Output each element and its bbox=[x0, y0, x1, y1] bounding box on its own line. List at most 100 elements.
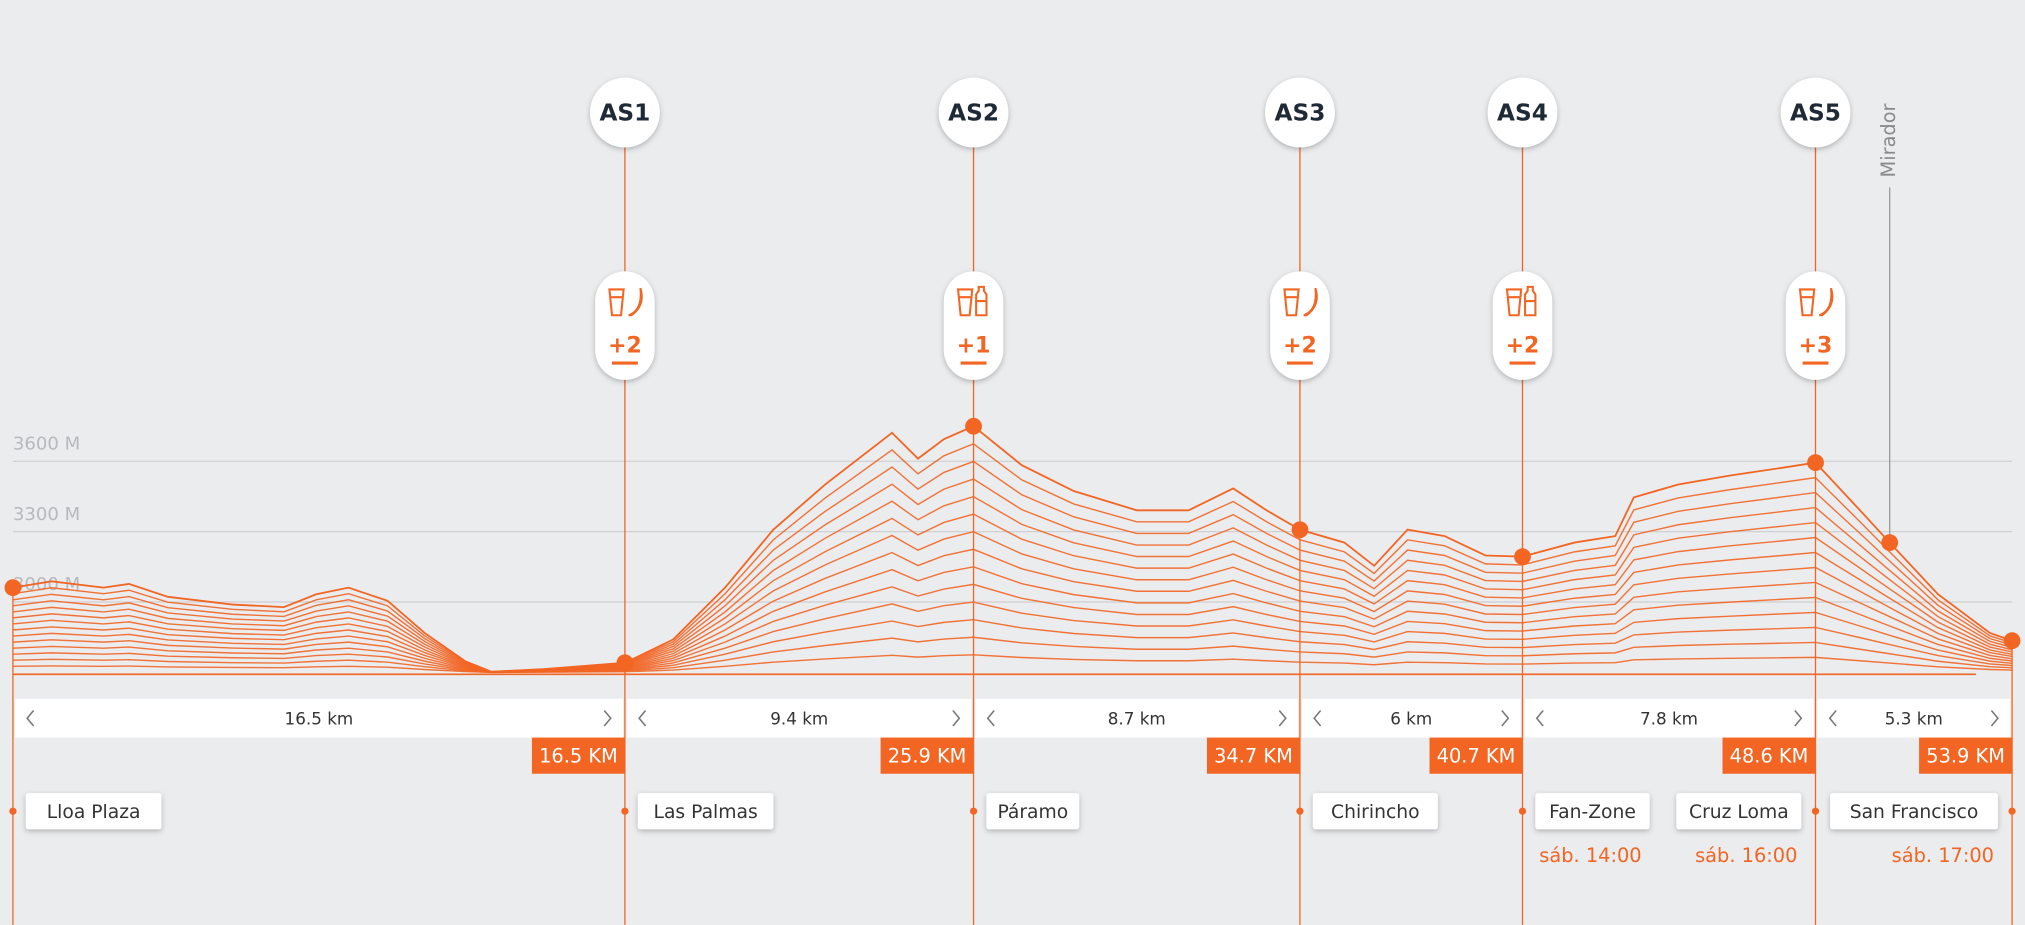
km-label: 40.7 KM bbox=[1437, 744, 1516, 767]
place-box bbox=[637, 793, 774, 830]
station-badge bbox=[1780, 77, 1851, 148]
contour-line bbox=[12, 548, 2013, 673]
contour-line bbox=[12, 478, 2013, 673]
segment-bar bbox=[975, 698, 1299, 738]
station-name: AS4 bbox=[1497, 99, 1548, 126]
banana-icon bbox=[628, 287, 643, 317]
place-time: sáb. 16:00 bbox=[1695, 844, 1797, 867]
segment-next[interactable] bbox=[1501, 709, 1510, 727]
profile-dot bbox=[965, 417, 982, 435]
contour-line bbox=[12, 583, 2013, 673]
profile-dot bbox=[1514, 548, 1531, 566]
place-dot bbox=[621, 807, 629, 815]
place-name: San Francisco bbox=[1850, 802, 1979, 823]
segment-next[interactable] bbox=[1794, 709, 1803, 727]
place-box bbox=[1312, 793, 1438, 830]
segment-bar bbox=[1524, 698, 1814, 738]
km-label: 48.6 KM bbox=[1730, 744, 1809, 767]
profile-dot bbox=[4, 579, 22, 597]
y-tick-label: 3600 M bbox=[13, 433, 80, 454]
segment-distance: 6 km bbox=[1390, 708, 1432, 728]
segment-bar bbox=[626, 698, 972, 738]
place-name: Lloa Plaza bbox=[47, 802, 141, 823]
km-label: 25.9 KM bbox=[888, 744, 967, 767]
cup-icon bbox=[956, 288, 974, 317]
place-box bbox=[1535, 793, 1650, 830]
station-badge bbox=[1487, 77, 1558, 148]
km-box bbox=[531, 737, 625, 774]
profile-line bbox=[12, 425, 2013, 673]
place-dot bbox=[1518, 807, 1527, 815]
place-time: sáb. 17:00 bbox=[1892, 844, 1994, 867]
station-name: AS1 bbox=[599, 99, 650, 126]
mirador-label: Mirador bbox=[1877, 103, 1900, 177]
cup-icon bbox=[1505, 288, 1523, 317]
place-time: sáb. 14:00 bbox=[1539, 844, 1641, 867]
segment-next[interactable] bbox=[1278, 709, 1287, 727]
segment-next[interactable] bbox=[603, 709, 612, 727]
profile-dot bbox=[1807, 454, 1824, 472]
segment-next[interactable] bbox=[1990, 709, 1999, 727]
segment-distance: 5.3 km bbox=[1885, 708, 1943, 728]
supply-icon bbox=[1505, 285, 1537, 317]
cup-icon bbox=[608, 288, 625, 317]
contour-line bbox=[12, 442, 2013, 673]
segment-distance: 7.8 km bbox=[1640, 708, 1698, 728]
segment-bar bbox=[14, 698, 623, 738]
place-dot bbox=[2008, 807, 2016, 815]
km-box bbox=[1429, 737, 1523, 774]
banana-icon bbox=[1818, 287, 1834, 317]
segment-prev[interactable] bbox=[1535, 709, 1544, 727]
place-box bbox=[25, 793, 162, 830]
supply-count: +2 bbox=[1283, 333, 1317, 358]
supply-count: +3 bbox=[1799, 333, 1833, 358]
segment-bar bbox=[1301, 698, 1521, 738]
place-dot bbox=[969, 807, 978, 815]
contour-line bbox=[12, 513, 2013, 673]
place-dot bbox=[1811, 807, 1820, 815]
segment-distance: 8.7 km bbox=[1108, 708, 1166, 728]
supply-count: +2 bbox=[1506, 333, 1540, 358]
km-label: 16.5 KM bbox=[539, 744, 618, 767]
supply-count: +1 bbox=[957, 333, 991, 358]
place-dot bbox=[1296, 807, 1304, 815]
profile-dot bbox=[1881, 534, 1899, 552]
place-name: Cruz Loma bbox=[1689, 802, 1789, 823]
segment-prev[interactable] bbox=[986, 709, 995, 727]
station-badge bbox=[590, 77, 660, 148]
banana-icon bbox=[1303, 287, 1318, 317]
cup-icon bbox=[1798, 288, 1816, 317]
contour-line bbox=[12, 495, 2013, 673]
place-name: Páramo bbox=[997, 802, 1068, 823]
station-badge bbox=[1265, 77, 1335, 148]
km-label: 53.9 KM bbox=[1926, 744, 2005, 767]
station-badge bbox=[938, 77, 1009, 148]
segment-prev[interactable] bbox=[26, 709, 35, 727]
km-box bbox=[1206, 737, 1300, 774]
place-name: Las Palmas bbox=[654, 802, 758, 823]
cup-icon bbox=[1283, 288, 1300, 317]
supply-icon bbox=[956, 285, 988, 317]
profile-dot bbox=[1291, 521, 1309, 539]
contour-line bbox=[12, 636, 2013, 673]
place-box bbox=[986, 793, 1080, 830]
place-box bbox=[1676, 793, 1802, 830]
supply-count: +2 bbox=[608, 333, 642, 358]
place-name: Fan-Zone bbox=[1549, 802, 1636, 823]
segment-next[interactable] bbox=[952, 709, 961, 727]
profile-dot bbox=[2003, 632, 2021, 650]
segment-distance: 16.5 km bbox=[285, 708, 354, 728]
segment-prev[interactable] bbox=[638, 709, 647, 727]
segment-distance: 9.4 km bbox=[770, 708, 828, 728]
km-box bbox=[880, 737, 974, 774]
contour-line bbox=[12, 601, 2013, 673]
contour-line bbox=[12, 530, 2013, 673]
segment-prev[interactable] bbox=[1313, 709, 1322, 727]
place-name: Chirincho bbox=[1331, 802, 1420, 823]
segment-prev[interactable] bbox=[1828, 709, 1837, 727]
station-name: AS5 bbox=[1790, 99, 1841, 126]
y-tick-label: 3000 M bbox=[13, 574, 80, 595]
